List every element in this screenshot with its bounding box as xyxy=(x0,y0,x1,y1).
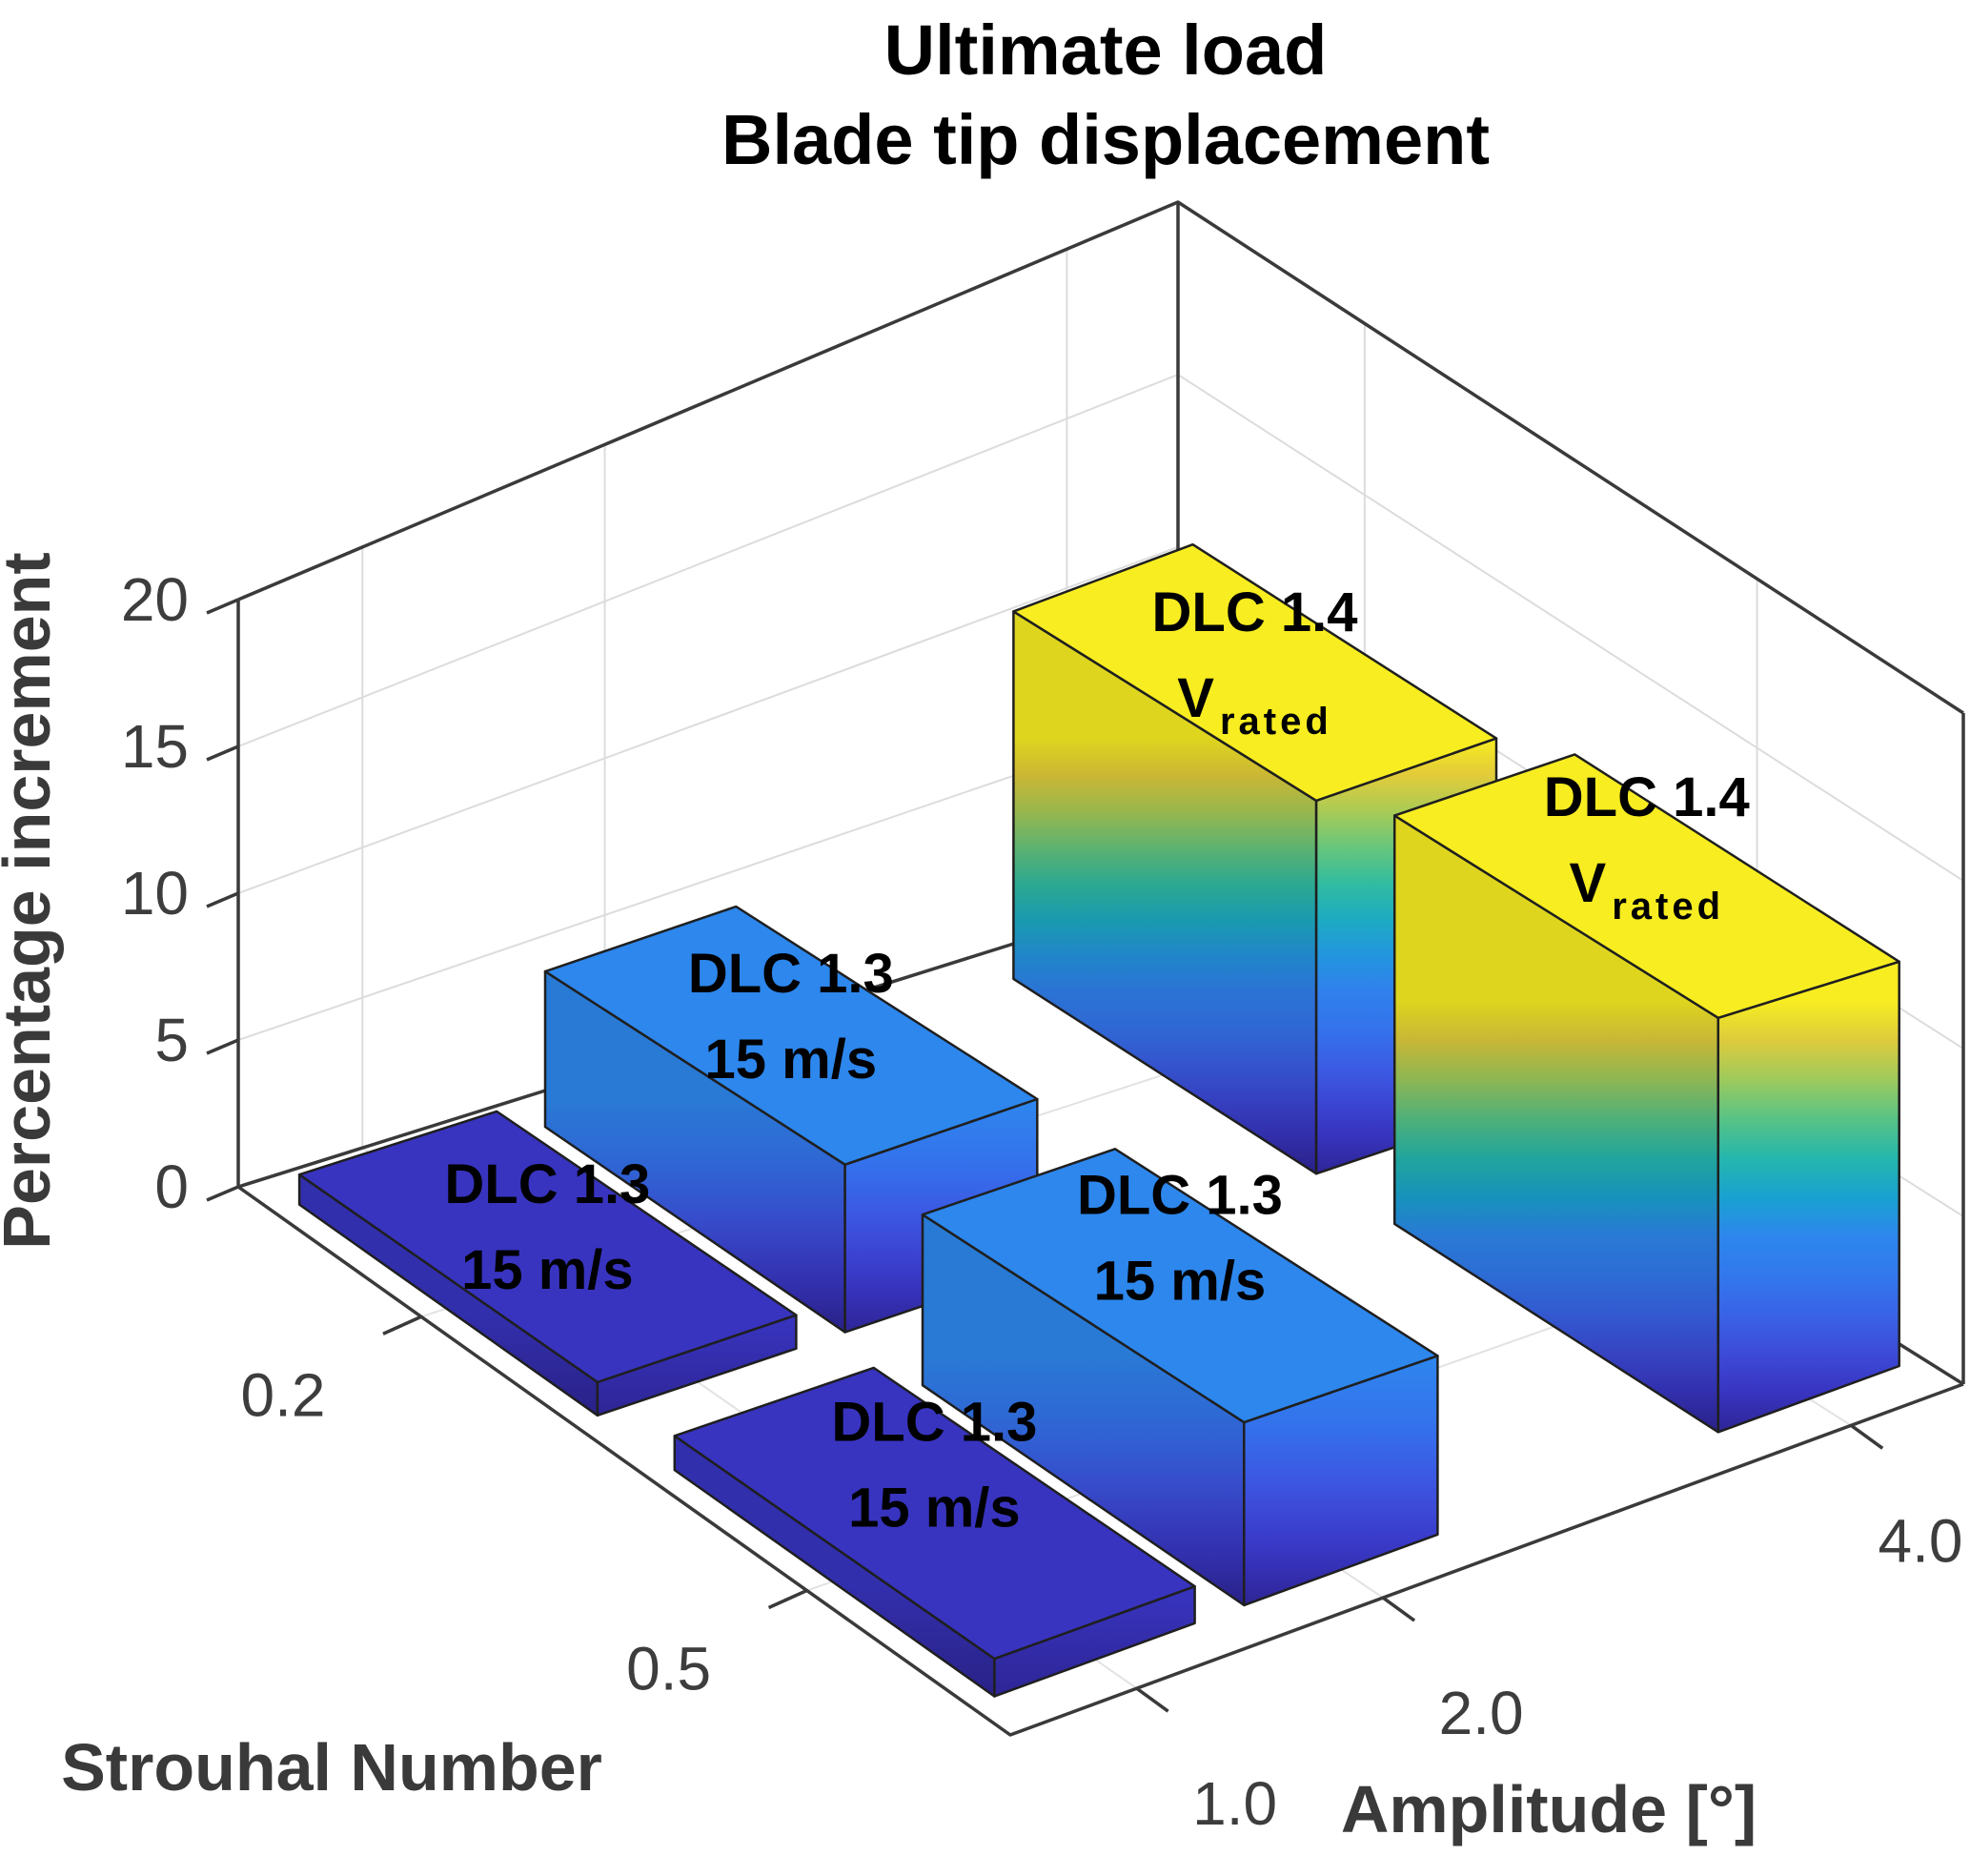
x-tick-label: 1.0 xyxy=(1192,1769,1277,1838)
bar-top-face xyxy=(543,905,1039,1166)
z-axis-title: Percentage increment xyxy=(0,552,64,1249)
x-axis-title: Amplitude [°] xyxy=(1341,1772,1757,1846)
z-tick-label: 15 xyxy=(121,712,189,781)
bar-amplitude-1.0-strouhal-0.2: DLC 1.3 15 m/s xyxy=(297,1110,798,1417)
bar-top-face xyxy=(921,1148,1439,1424)
y-axis-title: Strouhal Number xyxy=(61,1730,602,1805)
z-tick-label: 10 xyxy=(121,859,189,928)
y-tick-label: 0.5 xyxy=(626,1635,711,1703)
bar-annotation-subscript: rated xyxy=(1220,701,1332,743)
x-tick-label: 4.0 xyxy=(1879,1506,1963,1575)
bar-annotation-line2: 15 m/s xyxy=(705,1029,878,1091)
bar-amplitude-4.0-strouhal-0.5: DLC 1.4 V rated xyxy=(1392,753,1900,1434)
z-tick xyxy=(206,598,239,615)
bar-annotation-main: V xyxy=(1570,852,1607,914)
chart-title-line2: Blade tip displacement xyxy=(721,100,1490,179)
bar-amplitude-2.0-strouhal-0.5: DLC 1.3 15 m/s xyxy=(921,1148,1439,1607)
x-tick-label: 2.0 xyxy=(1439,1679,1524,1747)
bar-annotation-line1: DLC 1.4 xyxy=(1544,766,1750,828)
bar-front-face xyxy=(1716,960,1900,1434)
bar-top-face xyxy=(1012,542,1498,803)
bar-annotation-line1: DLC 1.3 xyxy=(831,1391,1037,1453)
z-tick-label: 5 xyxy=(154,1006,189,1074)
x-tick xyxy=(1382,1596,1416,1622)
z-tick xyxy=(206,744,239,762)
y-tick xyxy=(767,1588,808,1610)
bar-top-face xyxy=(673,1366,1196,1661)
z-tick-label: 0 xyxy=(154,1152,189,1221)
bar-annotation-line1: DLC 1.4 xyxy=(1152,581,1358,643)
z-tick-label: 20 xyxy=(121,565,189,634)
bar-annotation-main: V xyxy=(1177,667,1214,729)
bar-annotation-subscript: rated xyxy=(1612,886,1724,928)
y-tick xyxy=(382,1315,422,1336)
bar-top-face xyxy=(297,1110,798,1384)
bar-annotation-line2: 15 m/s xyxy=(848,1477,1021,1539)
bar-annotation-line1: DLC 1.3 xyxy=(688,943,894,1005)
bar-annotation-line2: 15 m/s xyxy=(1094,1250,1267,1312)
bar-annotation-line2: 15 m/s xyxy=(461,1239,634,1301)
bar-top-face xyxy=(1392,753,1900,1020)
x-tick xyxy=(1850,1423,1884,1450)
chart-title-line1: Ultimate load xyxy=(884,10,1328,90)
box-outline xyxy=(236,1185,1964,1737)
bar-annotation-line1: DLC 1.3 xyxy=(444,1153,650,1215)
bar-amplitude-1.0-strouhal-0.5: DLC 1.3 15 m/s xyxy=(673,1366,1196,1698)
z-tick xyxy=(206,1038,239,1055)
z-tick xyxy=(206,1185,239,1202)
bar-annotation-line1: DLC 1.3 xyxy=(1077,1164,1283,1226)
y-tick-label: 0.2 xyxy=(240,1360,325,1429)
x-tick xyxy=(1135,1686,1169,1713)
z-tick xyxy=(206,891,239,908)
